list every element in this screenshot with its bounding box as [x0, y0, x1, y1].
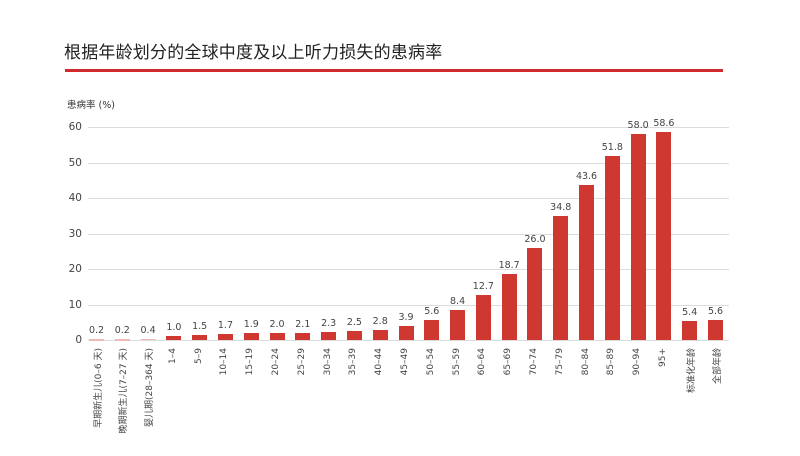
- x-tick-label: 20–24: [271, 348, 282, 376]
- x-tick-label: 早期新生儿(0–6 天): [93, 348, 104, 428]
- bar: [630, 134, 646, 340]
- data-label: 12.7: [472, 280, 494, 292]
- gridline: [88, 269, 729, 270]
- x-tick-label: 婴儿期(28–364 天): [145, 348, 156, 428]
- bar: [579, 185, 595, 340]
- data-label: 34.8: [550, 202, 572, 214]
- x-tick-label: 晚期新生儿(7–27 天): [119, 348, 130, 434]
- data-label: 0.4: [140, 324, 156, 336]
- data-label: 2.8: [372, 316, 388, 328]
- data-label: 26.0: [524, 233, 546, 245]
- gridline: [88, 127, 729, 128]
- gridline: [88, 304, 729, 306]
- x-tick-label: 85–89: [606, 348, 617, 376]
- data-label: 0.2: [88, 325, 105, 337]
- data-label: 8.4: [450, 296, 466, 308]
- bar: [604, 156, 620, 340]
- bar: [295, 332, 311, 340]
- bar: [140, 338, 156, 341]
- bar: [192, 334, 208, 340]
- data-label: 1.5: [192, 320, 208, 332]
- y-axis-label: 患病率 (%): [67, 100, 115, 111]
- data-label: 1.9: [243, 319, 259, 331]
- data-label: 1.7: [217, 319, 233, 331]
- bar: [708, 320, 723, 340]
- y-tick-label: 20: [68, 263, 82, 275]
- x-tick-label: 60–64: [477, 348, 488, 376]
- gridline: [88, 162, 729, 164]
- x-tick-label: 40–44: [374, 348, 385, 376]
- y-tick-label: 60: [68, 121, 82, 133]
- bar: [656, 131, 672, 340]
- x-tick-label: 70–74: [528, 348, 539, 376]
- x-tick-label: 65–69: [503, 348, 514, 376]
- bar: [553, 216, 569, 340]
- bar: [682, 320, 698, 340]
- data-label: 2.3: [321, 317, 337, 329]
- y-tick-label: 30: [68, 227, 82, 240]
- gridline: [88, 233, 729, 235]
- x-tick-label: 全部年龄: [712, 348, 723, 385]
- bar: [475, 294, 491, 340]
- bar: [166, 336, 182, 340]
- x-tick-label: 30–34: [322, 348, 333, 376]
- x-tick-label: 标准化年龄: [686, 348, 697, 394]
- bar: [243, 333, 259, 340]
- x-tick-label: 1–4: [167, 348, 178, 364]
- bar: [114, 339, 130, 341]
- x-tick-label: 45–49: [400, 348, 410, 376]
- data-label: 5.6: [424, 306, 440, 318]
- x-tick-label: 10–14: [219, 348, 230, 376]
- y-tick-label: 40: [68, 192, 82, 204]
- bar: [372, 330, 388, 340]
- x-tick-label: 50–54: [425, 348, 436, 376]
- x-tick-label: 25–29: [296, 348, 307, 376]
- data-label: 43.6: [575, 171, 598, 183]
- bar: [346, 331, 362, 340]
- x-tick-label: 15–19: [245, 348, 256, 376]
- gridline: [88, 340, 729, 341]
- y-tick-label: 10: [68, 298, 82, 311]
- bar: [450, 310, 466, 340]
- x-tick-label: 5–9: [193, 348, 204, 364]
- bar: [217, 333, 233, 340]
- data-label: 5.4: [682, 306, 698, 318]
- data-label: 18.7: [498, 259, 520, 271]
- x-tick-label: 55–59: [451, 348, 462, 376]
- bar: [501, 273, 517, 340]
- x-tick-label: 80–84: [580, 348, 591, 376]
- bar: [398, 326, 414, 340]
- bar: [321, 331, 337, 340]
- y-tick-label: 0: [75, 334, 82, 346]
- data-label: 3.9: [398, 312, 414, 324]
- data-label: 58.6: [653, 117, 675, 129]
- data-label: 58.0: [627, 120, 649, 132]
- x-tick-label: 95+: [657, 348, 668, 367]
- gridline: [88, 198, 729, 199]
- bar: [424, 320, 440, 340]
- chart-title: 根据年龄划分的全球中度及以上听力损失的患病率: [64, 43, 443, 63]
- x-tick-label: 75–79: [554, 348, 565, 376]
- data-label: 51.8: [601, 142, 623, 154]
- x-tick-label: 35–39: [348, 348, 359, 376]
- bar: [89, 339, 104, 341]
- x-tick-label: 90–94: [632, 348, 643, 376]
- title-divider: [65, 69, 723, 72]
- data-label: 0.2: [114, 325, 130, 337]
- data-label: 2.1: [295, 318, 311, 330]
- data-label: 2.0: [269, 318, 285, 330]
- bar: [269, 332, 285, 340]
- data-label: 1.0: [166, 322, 182, 334]
- data-label: 2.5: [346, 317, 362, 329]
- bar: [527, 247, 543, 340]
- y-tick-label: 50: [68, 156, 82, 169]
- data-label: 5.6: [707, 306, 724, 318]
